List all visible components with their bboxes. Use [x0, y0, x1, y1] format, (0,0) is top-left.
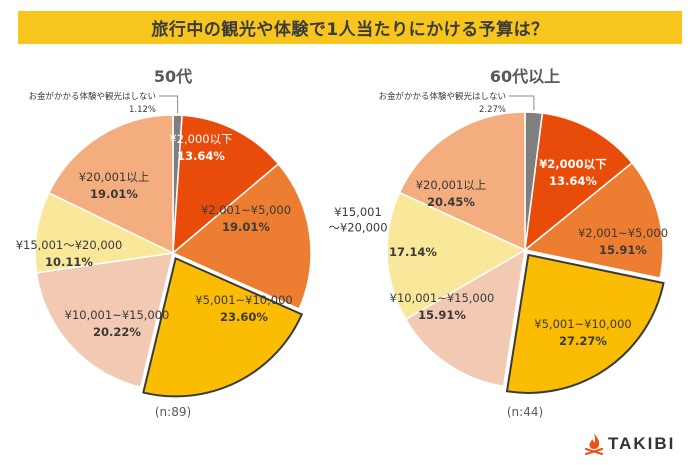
pie-chart-2: 60代以上 (n:44) お金がかかる体験や観光はしない 2.27% ¥2,000以下 1… [328, 67, 668, 419]
pie-slice [35, 252, 174, 389]
chart-title-bar: 旅行中の観光や体験で1人当たりにかける予算は？ [18, 11, 682, 44]
slice-label: ¥2,000以下 [539, 157, 607, 171]
slice-label: ¥15,001～¥20,000 [16, 238, 123, 252]
sample-size-note: (n:89) [155, 405, 191, 419]
sample-size-note: (n:44) [507, 405, 543, 419]
pie-slice [398, 111, 526, 252]
slice-label: お金がかかる体験や観光はしない [28, 91, 156, 102]
slice-label: ¥5,001~¥10,000 [195, 293, 292, 307]
slice-label: お金がかかる体験や観光はしない [378, 91, 506, 102]
pie-slice [524, 112, 634, 252]
pie-slice [142, 256, 304, 398]
pie-slice [171, 162, 312, 310]
slice-label: ¥5,001~¥10,000 [534, 317, 631, 331]
slice-value: 17.14% [389, 245, 437, 259]
slice-value: 15.91% [599, 243, 647, 257]
slice-label: ¥2,001~¥5,000 [578, 226, 668, 240]
leader-line [159, 95, 179, 114]
slice-value: 19.01% [90, 187, 138, 201]
brand-logo: TAKIBI [583, 432, 675, 456]
pie-title: 50代 [154, 67, 192, 86]
slice-label: ¥15,001～¥20,000 [328, 205, 387, 235]
chart-title: 旅行中の観光や体験で1人当たりにかける予算は？ [151, 20, 549, 40]
slice-value: 23.60% [220, 310, 268, 324]
slice-value: 2.27% [479, 105, 506, 115]
slice-label: ¥20,001以上 [79, 170, 150, 184]
slice-label: ¥2,000以下 [169, 132, 232, 146]
pie-slice [34, 191, 176, 274]
pie-slice [386, 191, 527, 321]
slice-value: 1.12% [129, 105, 156, 115]
slice-label: ¥20,001以上 [416, 178, 487, 192]
slice-value: 27.27% [559, 334, 607, 348]
slice-value: 20.22% [93, 325, 141, 339]
slice-value: 13.64% [549, 174, 597, 188]
pie-title: 60代以上 [490, 67, 560, 86]
pie-slice [47, 114, 174, 255]
pie-slice [505, 253, 665, 394]
leader-line [509, 95, 535, 111]
slice-value: 10.11% [45, 255, 93, 269]
slice-value: 20.45% [427, 195, 475, 209]
slice-label: ¥2,001~¥5,000 [201, 203, 291, 217]
slice-value: 19.01% [222, 220, 270, 234]
slice-label: ¥10,001~¥15,000 [390, 291, 495, 305]
brand-name: TAKIBI [608, 434, 676, 453]
slice-label: ¥10,001~¥15,000 [65, 308, 170, 322]
pie-slice [523, 161, 664, 279]
slice-value: 15.91% [418, 308, 466, 322]
pie-slice [172, 114, 280, 255]
campfire-icon [584, 433, 604, 456]
pie-slice [404, 248, 526, 388]
pie-chart-1: 50代 (n:89) お金がかかる体験や観光はしない 1.12% ¥2,000以下 13.… [16, 67, 312, 419]
slice-value: 13.64% [177, 149, 225, 163]
